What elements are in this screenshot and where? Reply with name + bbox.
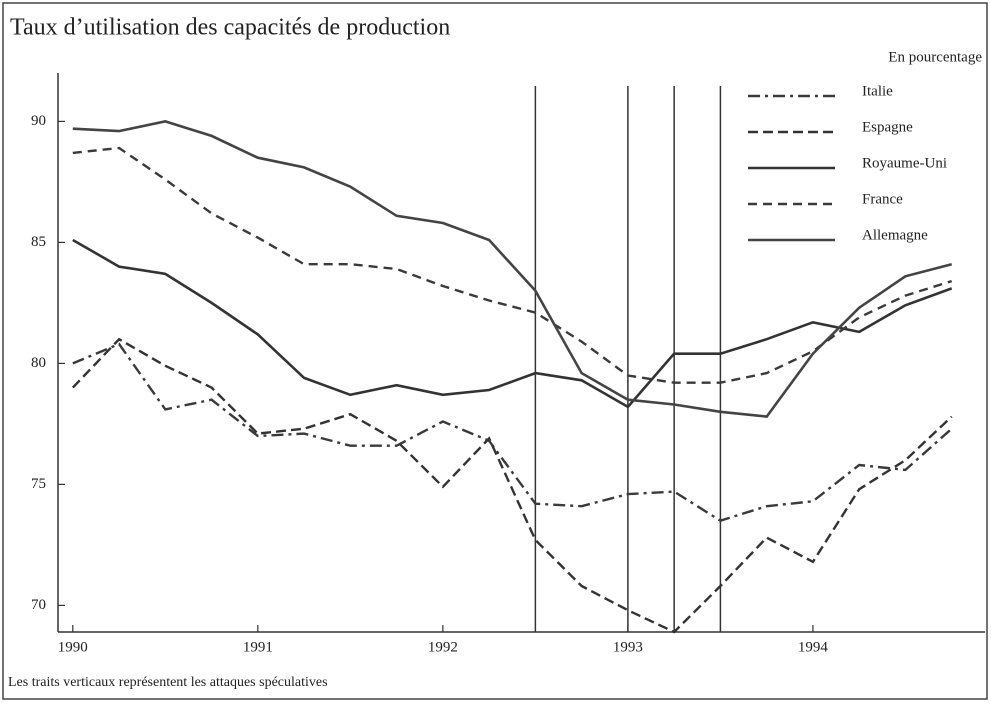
y-tick-label: 85 xyxy=(31,234,46,250)
chart-title: Taux d’utilisation des capacités de prod… xyxy=(10,15,450,41)
x-tick-label: 1993 xyxy=(613,639,643,655)
y-tick-label: 80 xyxy=(31,355,46,371)
series-line xyxy=(71,337,953,634)
y-tick-label: 70 xyxy=(31,597,46,613)
x-tick-label: 1994 xyxy=(798,639,829,655)
y-tick-label: 75 xyxy=(31,476,46,492)
x-tick-label: 1992 xyxy=(428,639,458,655)
legend-label: Allemagne xyxy=(862,227,928,243)
legend-label: France xyxy=(862,191,903,207)
x-tick-label: 1990 xyxy=(58,639,88,655)
legend-label: Espagne xyxy=(862,119,913,135)
subtitle: En pourcentage xyxy=(888,49,982,65)
series-line xyxy=(72,342,953,523)
legend-label: Royaume-Uni xyxy=(862,155,947,171)
series-line xyxy=(72,238,953,409)
x-tick-label: 1991 xyxy=(243,639,273,655)
legend-label: Italie xyxy=(862,83,893,99)
series-line xyxy=(72,120,953,418)
y-tick-label: 90 xyxy=(31,113,46,129)
series-line xyxy=(72,146,953,384)
note: Les traits verticaux représentent les at… xyxy=(8,675,328,690)
